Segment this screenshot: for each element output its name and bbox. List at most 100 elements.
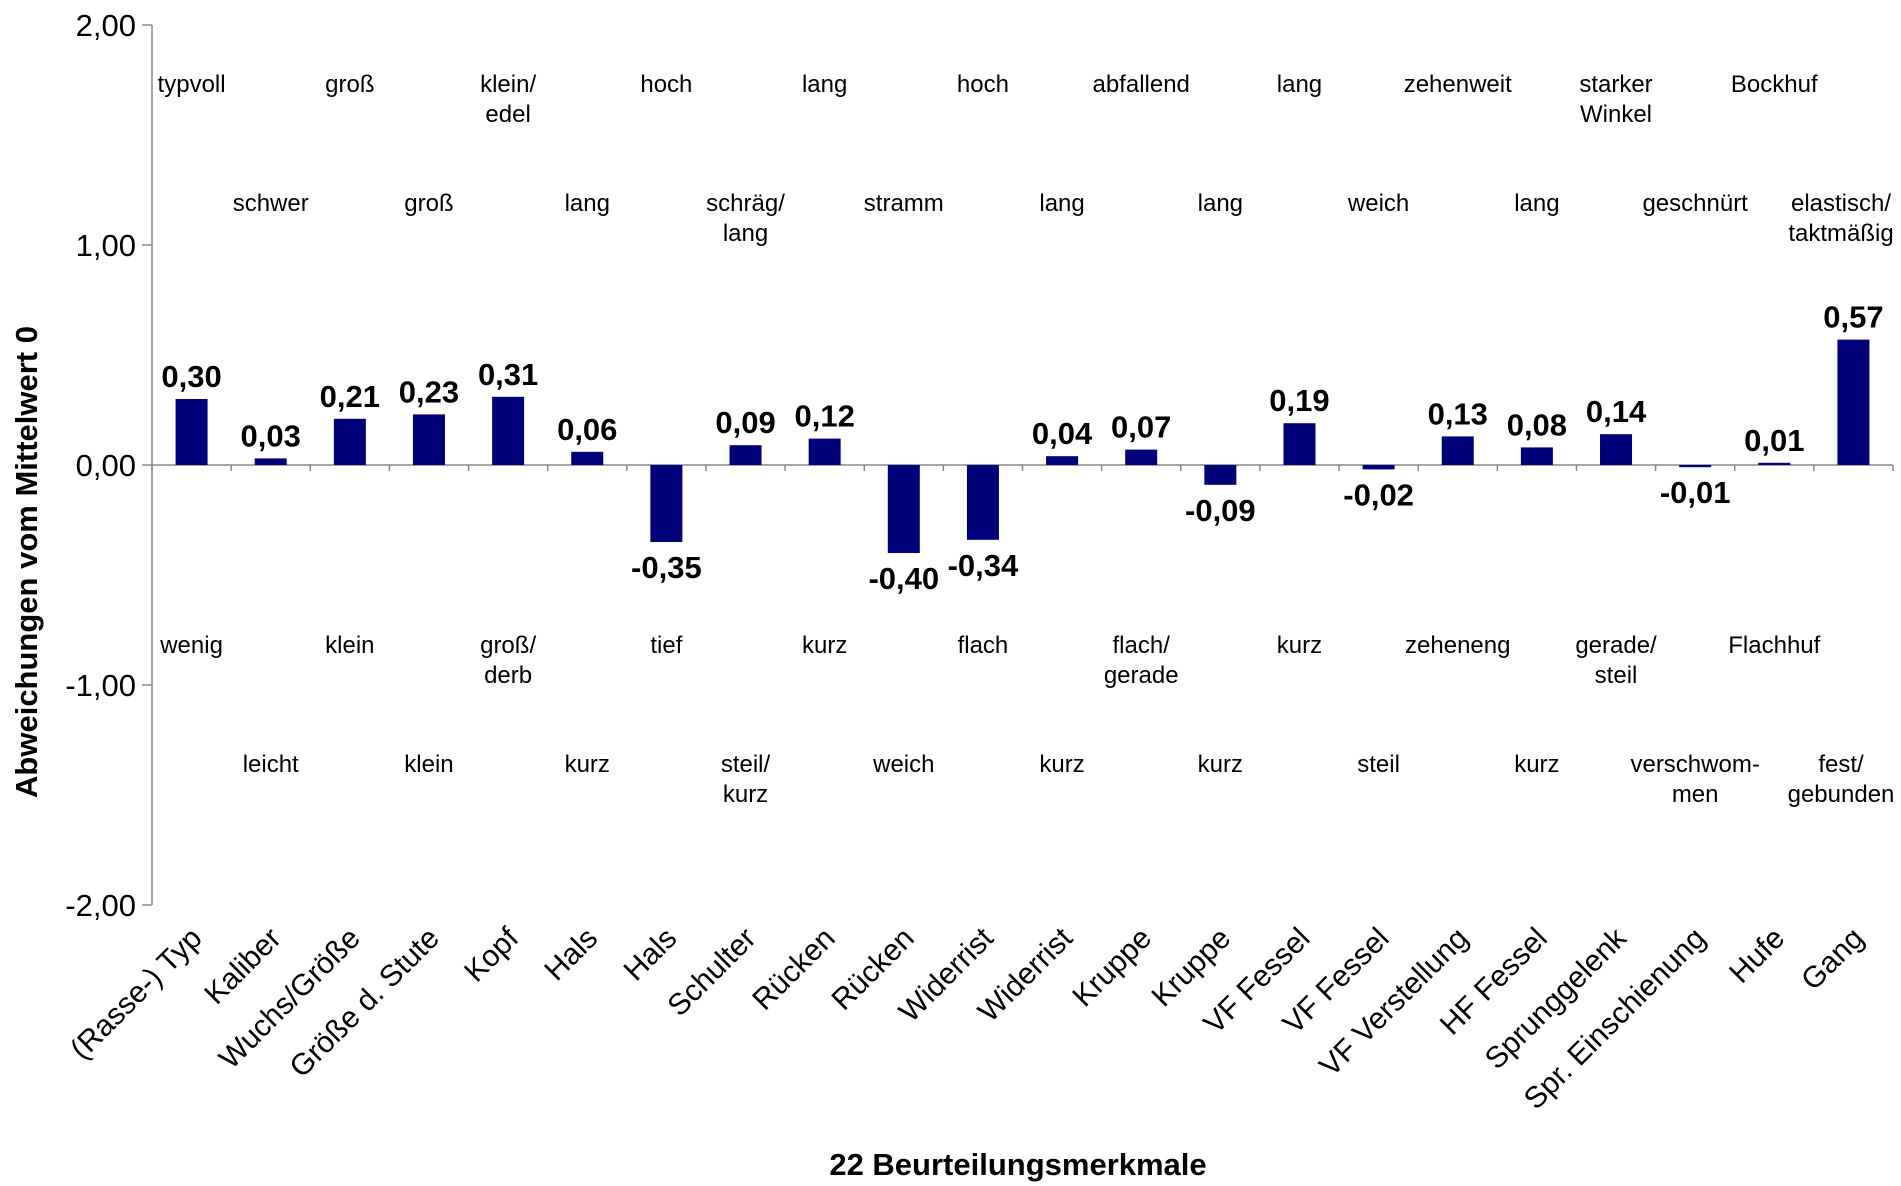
y-tick-labels: 2,00 1,00 0,00 -1,00 -2,00 bbox=[65, 8, 136, 923]
category-label: Hals bbox=[618, 922, 684, 988]
upper-descriptor: hoch bbox=[957, 71, 1009, 98]
upper-descriptor: lang bbox=[802, 71, 847, 98]
value-label: 0,03 bbox=[241, 418, 301, 453]
category-label: (Rasse-) Typ bbox=[64, 922, 208, 1066]
value-label: 0,07 bbox=[1111, 410, 1171, 445]
value-label: 0,19 bbox=[1269, 383, 1329, 418]
upper-descriptor: klein/edel bbox=[480, 71, 536, 128]
lower-descriptor: kurz bbox=[1198, 751, 1243, 778]
value-label: 0,57 bbox=[1823, 300, 1883, 335]
upper-descriptor: geschnürt bbox=[1642, 190, 1748, 217]
descriptor-labels: typvoll schwer groß groß klein/edel lang hoch s… bbox=[158, 71, 1895, 808]
lower-descriptor: leicht bbox=[243, 751, 299, 778]
bar bbox=[1758, 462, 1791, 465]
bar bbox=[1125, 449, 1158, 465]
value-label: 0,08 bbox=[1507, 407, 1567, 442]
category-label: Gang bbox=[1795, 922, 1870, 997]
category-label: Schulter bbox=[661, 922, 762, 1023]
category-label: Hals bbox=[538, 922, 604, 988]
bar bbox=[571, 451, 604, 465]
value-label: 0,06 bbox=[557, 412, 617, 447]
value-label: 0,30 bbox=[161, 359, 221, 394]
y-tick-label: -1,00 bbox=[65, 668, 136, 703]
category-label: Kruppe bbox=[1066, 922, 1158, 1014]
lower-descriptor: kurz bbox=[1039, 751, 1084, 778]
bar bbox=[1046, 456, 1079, 465]
value-label: -0,09 bbox=[1185, 493, 1256, 528]
upper-descriptor: schwer bbox=[233, 190, 309, 217]
category-label: Wuchs/Größe bbox=[213, 922, 367, 1076]
bar bbox=[492, 396, 525, 465]
bar bbox=[1204, 465, 1237, 485]
value-label: 0,12 bbox=[794, 399, 854, 434]
value-label: -0,02 bbox=[1343, 477, 1414, 512]
bar bbox=[1520, 447, 1553, 465]
lower-descriptor: weich bbox=[872, 751, 934, 778]
lower-descriptor: flach bbox=[958, 632, 1009, 659]
lower-descriptor: kurz bbox=[802, 632, 847, 659]
bar bbox=[1837, 339, 1870, 465]
value-label: 0,14 bbox=[1586, 394, 1647, 429]
upper-descriptor: Bockhuf bbox=[1731, 71, 1818, 98]
value-label: 0,23 bbox=[399, 374, 459, 409]
upper-descriptor: stramm bbox=[864, 190, 944, 217]
upper-descriptor: lang bbox=[565, 190, 610, 217]
bar bbox=[887, 465, 920, 553]
value-label: 0,01 bbox=[1744, 423, 1804, 458]
lower-descriptor: flach/gerade bbox=[1104, 632, 1179, 689]
y-tick-label: -2,00 bbox=[65, 888, 136, 923]
lower-descriptor: kurz bbox=[565, 751, 610, 778]
upper-descriptor: hoch bbox=[640, 71, 692, 98]
value-labels: 0,30 0,03 0,21 0,23 0,31 0,06 -0,35 0,09 0,12 -0,… bbox=[161, 300, 1883, 596]
value-label: -0,40 bbox=[868, 561, 939, 596]
bar bbox=[1679, 465, 1712, 468]
upper-descriptor: abfallend bbox=[1092, 71, 1189, 98]
value-label: 0,21 bbox=[320, 379, 380, 414]
upper-descriptor: typvoll bbox=[158, 71, 226, 98]
bars bbox=[175, 339, 1870, 553]
lower-descriptor: klein bbox=[404, 751, 453, 778]
bar bbox=[1441, 436, 1474, 465]
bar bbox=[966, 465, 999, 540]
upper-descriptor: starker Winkel bbox=[1579, 71, 1652, 128]
upper-descriptor: lang bbox=[1198, 190, 1243, 217]
lower-descriptor: wenig bbox=[159, 632, 223, 659]
value-label: 0,13 bbox=[1428, 396, 1488, 431]
upper-descriptor: weich bbox=[1347, 190, 1409, 217]
lower-descriptor: klein bbox=[325, 632, 374, 659]
lower-descriptor: fest/gebunden bbox=[1788, 751, 1895, 808]
bar bbox=[1600, 434, 1633, 465]
lower-descriptor: kurz bbox=[1277, 632, 1322, 659]
y-axis-title: Abweichungen vom Mittelwert 0 bbox=[9, 326, 44, 798]
lower-descriptor: kurz bbox=[1514, 751, 1559, 778]
category-label: Sprunggelenk bbox=[1479, 921, 1634, 1076]
upper-descriptor: lang bbox=[1514, 190, 1559, 217]
upper-descriptor: groß bbox=[404, 190, 453, 217]
lower-descriptor: groß/derb bbox=[480, 632, 536, 689]
value-label: 0,04 bbox=[1032, 416, 1093, 451]
x-axis-title: 22 Beurteilungsmerkmale bbox=[829, 1147, 1206, 1182]
category-label: Rücken bbox=[746, 922, 841, 1017]
value-label: -0,35 bbox=[631, 550, 702, 585]
bar bbox=[254, 458, 287, 465]
bar bbox=[808, 438, 841, 465]
lower-descriptor: gerade/steil bbox=[1575, 632, 1657, 689]
bar bbox=[1362, 465, 1395, 470]
category-label: Kopf bbox=[458, 921, 525, 988]
value-label: 0,31 bbox=[478, 357, 538, 392]
lower-descriptor: Flachhuf bbox=[1728, 632, 1820, 659]
y-tick-label: 2,00 bbox=[76, 8, 136, 43]
lower-descriptor: tief bbox=[650, 632, 682, 659]
value-label: -0,01 bbox=[1660, 475, 1731, 510]
value-label: -0,34 bbox=[948, 548, 1019, 583]
upper-descriptor: groß bbox=[325, 71, 374, 98]
upper-descriptor: lang bbox=[1277, 71, 1322, 98]
y-tick-label: 0,00 bbox=[76, 448, 136, 483]
upper-descriptor: schräg/lang bbox=[706, 190, 785, 247]
upper-descriptor: lang bbox=[1039, 190, 1084, 217]
value-label: 0,09 bbox=[715, 405, 775, 440]
category-label: Hufe bbox=[1723, 922, 1791, 990]
lower-descriptor: zeheneng bbox=[1405, 632, 1510, 659]
